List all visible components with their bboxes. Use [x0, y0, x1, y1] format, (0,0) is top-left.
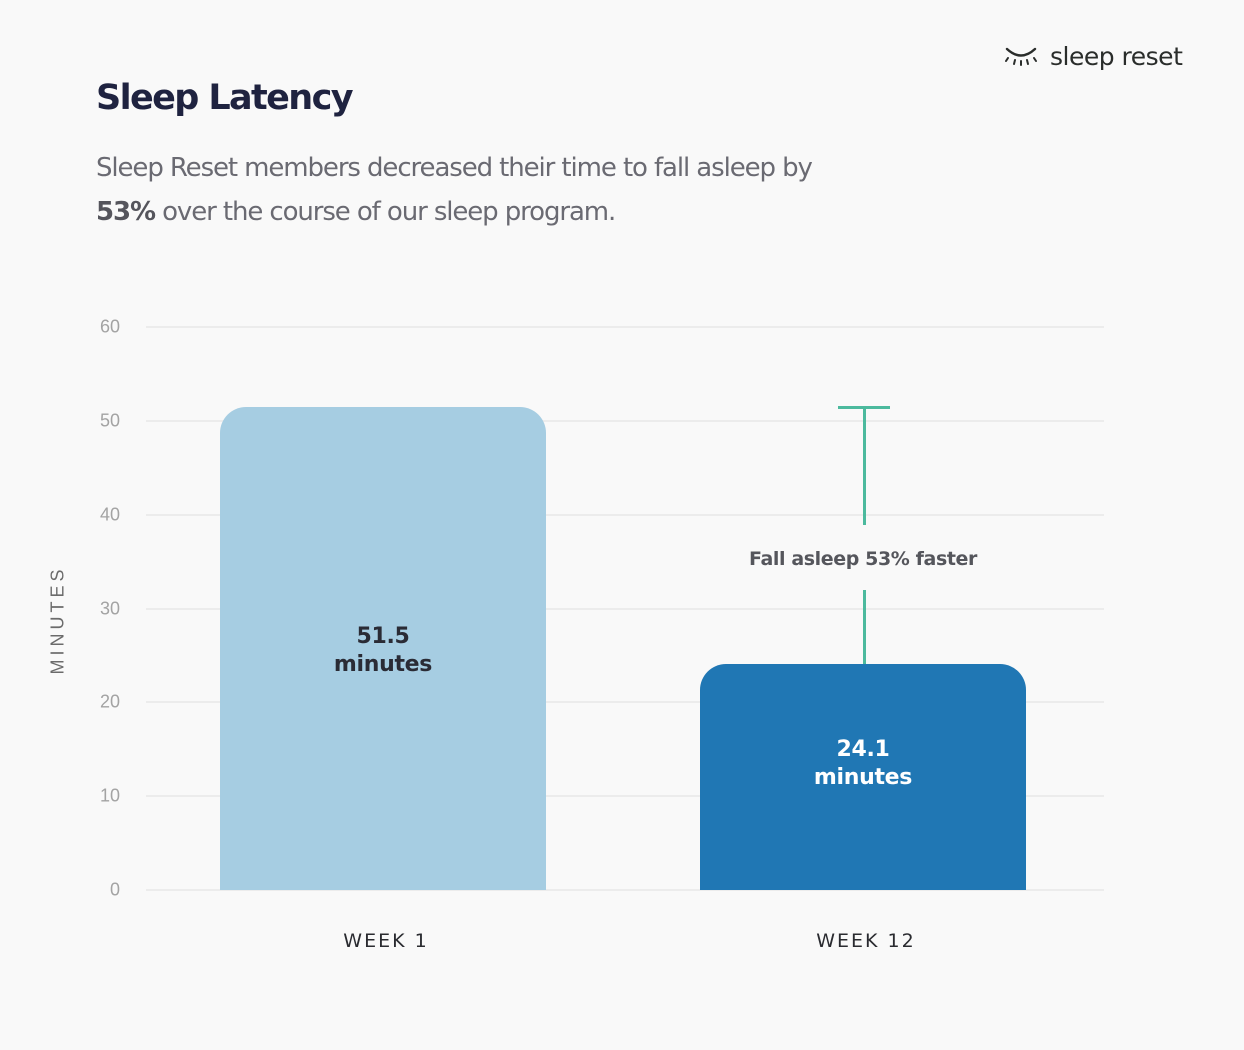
gridline: [146, 419, 1104, 422]
page-title: Sleep Latency: [96, 78, 354, 118]
x-category-label: WEEK 12: [816, 930, 916, 952]
bar-value-label: 51.5 minutes: [333, 623, 433, 677]
subtitle-line1: Sleep Reset members decreased their time…: [96, 153, 813, 183]
gridline: [146, 795, 1104, 798]
bar-week-12: 24.1 minutes: [700, 663, 1026, 890]
brand-logo: sleep reset: [1004, 42, 1183, 71]
bar-week-1: 51.5 minutes: [220, 406, 546, 890]
bar-value-label: 24.1 minutes: [813, 736, 913, 790]
gridline: [146, 326, 1104, 328]
annotation-cap: [838, 405, 890, 409]
y-tick-label: 50: [99, 410, 120, 431]
subtitle-line2: over the course of our sleep program.: [154, 197, 616, 227]
y-tick-label: 10: [99, 785, 120, 806]
annotation-line-top: [862, 407, 866, 525]
annotation-text: Fall asleep 53% faster: [749, 548, 977, 570]
y-tick-label: 20: [99, 691, 120, 712]
x-category-label: WEEK 1: [343, 930, 429, 952]
y-tick-label: 0: [109, 879, 120, 900]
closed-eye-icon: [1005, 47, 1037, 66]
y-tick-label: 30: [99, 598, 120, 618]
gridline: [146, 513, 1104, 516]
y-tick-label: 60: [99, 316, 120, 337]
annotation-line-bottom: [862, 590, 866, 664]
page-subtitle: Sleep Reset members decreased their time…: [96, 146, 916, 234]
y-axis-label: MINUTES: [47, 565, 68, 675]
subtitle-highlight: 53%: [96, 197, 156, 227]
brand-name: sleep reset: [1050, 42, 1183, 71]
gridline: [146, 607, 1104, 610]
gridline: [146, 701, 1104, 704]
y-tick-label: 40: [99, 504, 120, 525]
gridline: [146, 889, 1104, 891]
